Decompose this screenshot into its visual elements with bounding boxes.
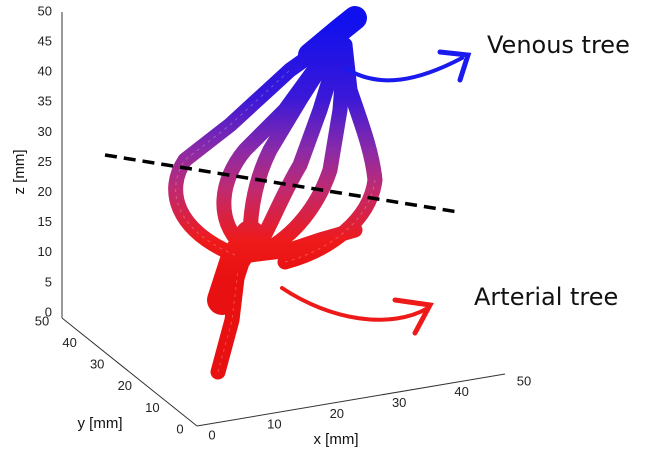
x-tick-label: 30 xyxy=(392,395,406,410)
z-tick-label: 30 xyxy=(38,124,52,139)
z-axis-label: z [mm] xyxy=(11,150,28,195)
venous-label: Venous tree xyxy=(487,31,630,59)
x-tick-label: 0 xyxy=(208,427,215,442)
x-axis xyxy=(197,374,505,426)
z-tick-label: 25 xyxy=(38,154,52,169)
z-tick-label: 40 xyxy=(38,64,52,79)
arterial-arrow xyxy=(282,288,430,333)
z-tick-label: 10 xyxy=(38,244,52,259)
z-tick-label: 5 xyxy=(45,274,52,289)
y-tick-label: 10 xyxy=(145,400,159,415)
x-axis-label: x [mm] xyxy=(314,431,359,448)
y-axis xyxy=(62,318,197,426)
x-tick-label: 50 xyxy=(517,373,531,388)
z-tick-label: 35 xyxy=(38,94,52,109)
arterial-label: Arterial tree xyxy=(474,283,618,311)
y-axis-label: y [mm] xyxy=(78,415,123,432)
vascular-tree xyxy=(176,18,375,372)
venous-arrow xyxy=(345,52,468,80)
x-tick-label: 10 xyxy=(267,417,281,432)
x-tick-label: 20 xyxy=(330,406,344,421)
z-tick-label: 45 xyxy=(38,34,52,49)
y-tick-label: 20 xyxy=(118,378,132,393)
figure: 50 45 40 35 30 25 20 15 10 50 50 40 30 20 10 0 0 10 20 30 40… xyxy=(0,0,647,452)
z-tick-label: 15 xyxy=(38,214,52,229)
z-tick-label: 20 xyxy=(38,184,52,199)
y-tick-label: 0 xyxy=(176,421,183,436)
y-tick-label: 40 xyxy=(62,335,76,350)
x-tick-label: 40 xyxy=(454,384,468,399)
z-tick-label: 50 xyxy=(38,3,52,18)
y-tick-label: 50 xyxy=(35,313,49,328)
y-tick-label: 30 xyxy=(90,357,104,372)
